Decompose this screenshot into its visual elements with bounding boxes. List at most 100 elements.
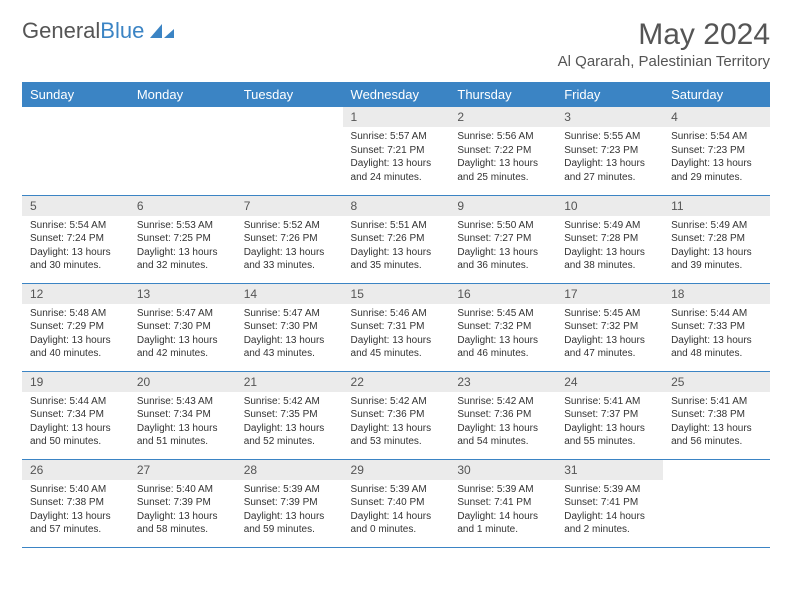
day-detail-text: Sunrise: 5:43 AMSunset: 7:34 PMDaylight:… [129, 392, 236, 455]
weekday-header: Wednesday [343, 82, 450, 107]
calendar-day-cell: 22Sunrise: 5:42 AMSunset: 7:36 PMDayligh… [343, 371, 450, 459]
calendar-table: SundayMondayTuesdayWednesdayThursdayFrid… [22, 82, 770, 548]
day-detail-text: Sunrise: 5:50 AMSunset: 7:27 PMDaylight:… [449, 216, 556, 279]
day-number: 7 [236, 196, 343, 216]
day-detail-text: Sunrise: 5:53 AMSunset: 7:25 PMDaylight:… [129, 216, 236, 279]
calendar-day-cell: 17Sunrise: 5:45 AMSunset: 7:32 PMDayligh… [556, 283, 663, 371]
day-detail-text: Sunrise: 5:44 AMSunset: 7:33 PMDaylight:… [663, 304, 770, 367]
day-number: 5 [22, 196, 129, 216]
title-block: May 2024 Al Qararah, Palestinian Territo… [558, 18, 770, 70]
calendar-day-cell [236, 107, 343, 195]
day-detail-text: Sunrise: 5:41 AMSunset: 7:37 PMDaylight:… [556, 392, 663, 455]
day-number: 12 [22, 284, 129, 304]
day-number: 22 [343, 372, 450, 392]
day-number: 13 [129, 284, 236, 304]
calendar-day-cell: 4Sunrise: 5:54 AMSunset: 7:23 PMDaylight… [663, 107, 770, 195]
day-number: 21 [236, 372, 343, 392]
calendar-week-row: 5Sunrise: 5:54 AMSunset: 7:24 PMDaylight… [22, 195, 770, 283]
day-number: 30 [449, 460, 556, 480]
page-header: GeneralBlue May 2024 Al Qararah, Palesti… [22, 18, 770, 70]
day-number: 23 [449, 372, 556, 392]
day-number: 26 [22, 460, 129, 480]
day-number: 18 [663, 284, 770, 304]
day-detail-text: Sunrise: 5:47 AMSunset: 7:30 PMDaylight:… [236, 304, 343, 367]
day-detail-text: Sunrise: 5:42 AMSunset: 7:36 PMDaylight:… [449, 392, 556, 455]
calendar-day-cell: 10Sunrise: 5:49 AMSunset: 7:28 PMDayligh… [556, 195, 663, 283]
month-title: May 2024 [558, 18, 770, 51]
day-number: 16 [449, 284, 556, 304]
calendar-day-cell: 12Sunrise: 5:48 AMSunset: 7:29 PMDayligh… [22, 283, 129, 371]
calendar-header-row: SundayMondayTuesdayWednesdayThursdayFrid… [22, 82, 770, 107]
day-detail-text: Sunrise: 5:39 AMSunset: 7:39 PMDaylight:… [236, 480, 343, 543]
brand-logo: GeneralBlue [22, 18, 176, 44]
calendar-day-cell: 11Sunrise: 5:49 AMSunset: 7:28 PMDayligh… [663, 195, 770, 283]
day-detail-text: Sunrise: 5:57 AMSunset: 7:21 PMDaylight:… [343, 127, 450, 190]
calendar-day-cell: 26Sunrise: 5:40 AMSunset: 7:38 PMDayligh… [22, 459, 129, 547]
day-number [129, 107, 236, 113]
day-detail-text: Sunrise: 5:39 AMSunset: 7:41 PMDaylight:… [449, 480, 556, 543]
weekday-header: Tuesday [236, 82, 343, 107]
calendar-week-row: 26Sunrise: 5:40 AMSunset: 7:38 PMDayligh… [22, 459, 770, 547]
calendar-day-cell: 19Sunrise: 5:44 AMSunset: 7:34 PMDayligh… [22, 371, 129, 459]
day-detail-text: Sunrise: 5:45 AMSunset: 7:32 PMDaylight:… [449, 304, 556, 367]
day-number: 11 [663, 196, 770, 216]
calendar-day-cell: 3Sunrise: 5:55 AMSunset: 7:23 PMDaylight… [556, 107, 663, 195]
brand-part1: General [22, 18, 100, 44]
calendar-page: GeneralBlue May 2024 Al Qararah, Palesti… [0, 0, 792, 566]
day-detail-text: Sunrise: 5:41 AMSunset: 7:38 PMDaylight:… [663, 392, 770, 455]
day-number: 15 [343, 284, 450, 304]
day-number: 6 [129, 196, 236, 216]
calendar-day-cell: 7Sunrise: 5:52 AMSunset: 7:26 PMDaylight… [236, 195, 343, 283]
day-number: 14 [236, 284, 343, 304]
day-number: 9 [449, 196, 556, 216]
calendar-day-cell: 5Sunrise: 5:54 AMSunset: 7:24 PMDaylight… [22, 195, 129, 283]
calendar-day-cell: 23Sunrise: 5:42 AMSunset: 7:36 PMDayligh… [449, 371, 556, 459]
day-number: 17 [556, 284, 663, 304]
day-detail-text: Sunrise: 5:54 AMSunset: 7:24 PMDaylight:… [22, 216, 129, 279]
calendar-day-cell: 25Sunrise: 5:41 AMSunset: 7:38 PMDayligh… [663, 371, 770, 459]
day-number [236, 107, 343, 113]
day-detail-text: Sunrise: 5:56 AMSunset: 7:22 PMDaylight:… [449, 127, 556, 190]
day-detail-text: Sunrise: 5:49 AMSunset: 7:28 PMDaylight:… [663, 216, 770, 279]
day-detail-text: Sunrise: 5:55 AMSunset: 7:23 PMDaylight:… [556, 127, 663, 190]
calendar-day-cell: 20Sunrise: 5:43 AMSunset: 7:34 PMDayligh… [129, 371, 236, 459]
logo-sail-icon [148, 22, 176, 40]
location-text: Al Qararah, Palestinian Territory [558, 53, 770, 70]
day-detail-text: Sunrise: 5:42 AMSunset: 7:36 PMDaylight:… [343, 392, 450, 455]
day-detail-text: Sunrise: 5:47 AMSunset: 7:30 PMDaylight:… [129, 304, 236, 367]
calendar-day-cell: 14Sunrise: 5:47 AMSunset: 7:30 PMDayligh… [236, 283, 343, 371]
day-number: 2 [449, 107, 556, 127]
day-detail-text: Sunrise: 5:40 AMSunset: 7:38 PMDaylight:… [22, 480, 129, 543]
day-detail-text: Sunrise: 5:52 AMSunset: 7:26 PMDaylight:… [236, 216, 343, 279]
weekday-header: Thursday [449, 82, 556, 107]
calendar-week-row: 12Sunrise: 5:48 AMSunset: 7:29 PMDayligh… [22, 283, 770, 371]
day-detail-text: Sunrise: 5:39 AMSunset: 7:40 PMDaylight:… [343, 480, 450, 543]
day-detail-text: Sunrise: 5:54 AMSunset: 7:23 PMDaylight:… [663, 127, 770, 190]
calendar-day-cell [129, 107, 236, 195]
calendar-day-cell: 21Sunrise: 5:42 AMSunset: 7:35 PMDayligh… [236, 371, 343, 459]
day-number: 1 [343, 107, 450, 127]
day-detail-text: Sunrise: 5:42 AMSunset: 7:35 PMDaylight:… [236, 392, 343, 455]
day-number: 25 [663, 372, 770, 392]
day-number: 27 [129, 460, 236, 480]
calendar-day-cell [22, 107, 129, 195]
day-detail-text: Sunrise: 5:45 AMSunset: 7:32 PMDaylight:… [556, 304, 663, 367]
day-detail-text: Sunrise: 5:44 AMSunset: 7:34 PMDaylight:… [22, 392, 129, 455]
weekday-header: Monday [129, 82, 236, 107]
weekday-header: Saturday [663, 82, 770, 107]
brand-part2: Blue [100, 18, 144, 44]
calendar-day-cell: 31Sunrise: 5:39 AMSunset: 7:41 PMDayligh… [556, 459, 663, 547]
calendar-week-row: 1Sunrise: 5:57 AMSunset: 7:21 PMDaylight… [22, 107, 770, 195]
calendar-day-cell: 27Sunrise: 5:40 AMSunset: 7:39 PMDayligh… [129, 459, 236, 547]
calendar-day-cell: 29Sunrise: 5:39 AMSunset: 7:40 PMDayligh… [343, 459, 450, 547]
day-number: 31 [556, 460, 663, 480]
calendar-day-cell [663, 459, 770, 547]
day-number: 8 [343, 196, 450, 216]
calendar-day-cell: 18Sunrise: 5:44 AMSunset: 7:33 PMDayligh… [663, 283, 770, 371]
day-number [663, 460, 770, 466]
calendar-day-cell: 8Sunrise: 5:51 AMSunset: 7:26 PMDaylight… [343, 195, 450, 283]
day-number: 29 [343, 460, 450, 480]
calendar-day-cell: 30Sunrise: 5:39 AMSunset: 7:41 PMDayligh… [449, 459, 556, 547]
weekday-header: Friday [556, 82, 663, 107]
day-number: 24 [556, 372, 663, 392]
